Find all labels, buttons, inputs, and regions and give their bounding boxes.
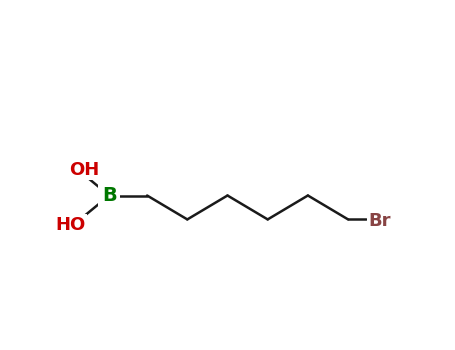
Text: HO: HO xyxy=(56,216,86,233)
Text: OH: OH xyxy=(69,161,99,179)
Text: B: B xyxy=(102,186,116,205)
Text: Br: Br xyxy=(368,212,391,230)
